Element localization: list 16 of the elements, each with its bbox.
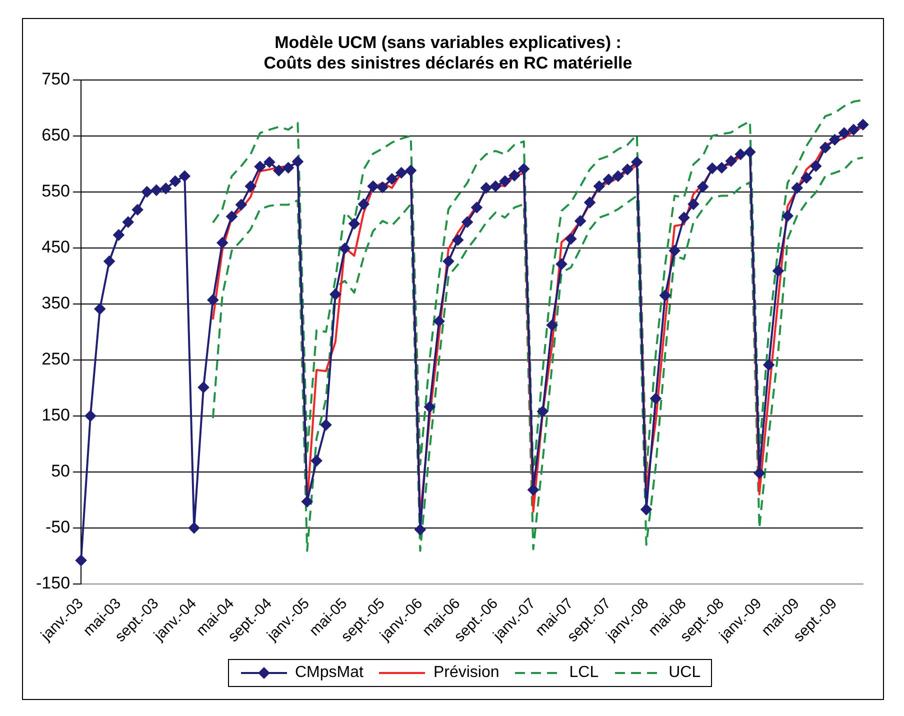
text: Modèle UCM (sans variables explicatives) :: [274, 32, 622, 52]
legend-label: Prévision: [433, 664, 500, 682]
y-tick-label: 50: [51, 462, 70, 481]
legend-label: LCL: [569, 664, 599, 682]
y-tick-label: -150: [36, 574, 70, 593]
y-tick-label: 750: [42, 69, 70, 88]
y-tick-label: 150: [42, 406, 70, 425]
y-tick-label: 550: [42, 182, 70, 201]
y-tick-label: 250: [42, 350, 70, 369]
y-tick-label: 650: [42, 126, 70, 145]
text: Coûts des sinistres déclarés en RC matérielle: [264, 53, 632, 72]
legend-label: CMpsMat: [295, 664, 364, 682]
legend-label: UCL: [668, 664, 701, 682]
y-tick-label: -50: [45, 518, 70, 537]
y-tick-label: 350: [42, 294, 70, 313]
y-tick-label: 450: [42, 238, 70, 257]
